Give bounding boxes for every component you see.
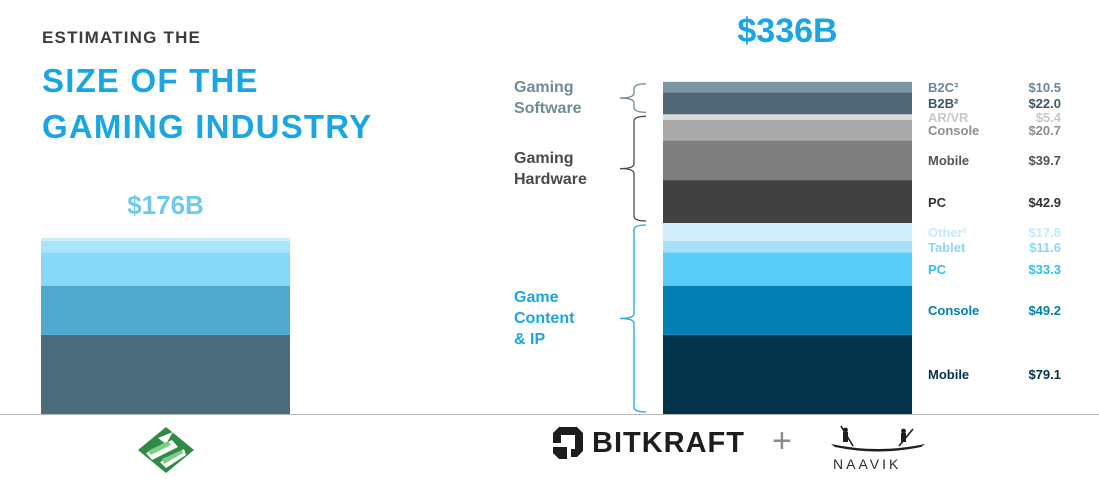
left-bar-segment-1 [41,285,290,335]
segment-label-8: AR/VR [928,110,969,125]
naavik-canoe-icon [831,425,925,452]
right-bar-segment-9 [663,92,912,115]
group-label-line: Hardware [514,170,587,188]
left-bar-segment-2 [41,252,290,286]
group-brace-1 [619,115,647,222]
left-bar-segment-3 [41,240,290,253]
group-brace-2 [619,83,647,113]
baseline-divider [0,414,1099,415]
segment-value-8: $5.4 [1035,110,1061,125]
right-bar-segment-5 [663,180,912,223]
group-label-line: Content [514,310,575,327]
page-title-line-1: SIZE OF THE [42,62,259,99]
group-label-0: Game Content & IP [514,287,574,350]
segment-value-6: $39.7 [1028,153,1061,169]
right-bar-segment-4 [663,223,912,241]
subtitle: ESTIMATING THE [42,28,202,47]
segment-value-1: $49.2 [1028,303,1061,319]
right-bar-segment-3 [663,240,912,253]
segment-value-2: $33.3 [1028,262,1061,278]
right-bar-segment-7 [663,119,912,141]
total-label-left: $176B [127,190,204,220]
group-label-line: Gaming [514,79,574,97]
segment-value-10: $10.5 [1028,80,1061,96]
segment-label-10: B2C³ [928,80,959,96]
segment-label-6: Mobile [928,153,970,169]
segment-label-0: Mobile [928,367,970,383]
right-bar-segment-8 [663,114,912,120]
right-bar-segment-1 [663,285,912,335]
right-bar-segment-0 [663,334,912,414]
segment-label-2: PC [928,262,947,278]
segment-label-7: Console [928,123,980,139]
group-label-line: Game [514,289,559,306]
right-bar-segment-2 [663,252,912,286]
group-label-1: Gaming Hardware [514,148,587,190]
group-label-line: Software [514,100,582,118]
naavik-wordmark: NAAVIK [833,456,902,472]
naavik-diamond-logo-icon [138,427,194,473]
segment-label-1: Console [928,303,980,319]
segment-value-7: $20.7 [1028,123,1061,139]
group-label-2: Gaming Software [514,77,582,119]
left-bar-segment-4 [41,238,290,241]
segment-label-9: B2B² [928,96,959,112]
page-title-line-2: GAMING INDUSTRY [42,108,373,145]
right-bar-segment-6 [663,140,912,181]
segment-value-0: $79.1 [1028,367,1061,383]
segment-label-4: Other¹ [928,224,967,240]
left-bar-segment-0 [41,334,290,414]
bitkraft-wordmark: BITKRAFT [592,427,745,459]
group-label-line: & IP [514,331,546,348]
plus-sign: + [772,422,792,460]
segment-value-9: $22.0 [1028,96,1061,112]
group-brace-0 [619,224,647,413]
total-label-right: $336B [737,12,838,50]
segment-label-3: Tablet [928,239,966,255]
right-bar-segment-10 [663,81,912,93]
segment-label-5: PC [928,194,947,210]
segment-value-3: $11.6 [1029,239,1061,255]
segment-value-5: $42.9 [1028,194,1061,210]
bitkraft-logo-icon [553,427,583,459]
group-label-line: Gaming [514,149,574,167]
segment-value-4: $17.8 [1028,224,1061,240]
